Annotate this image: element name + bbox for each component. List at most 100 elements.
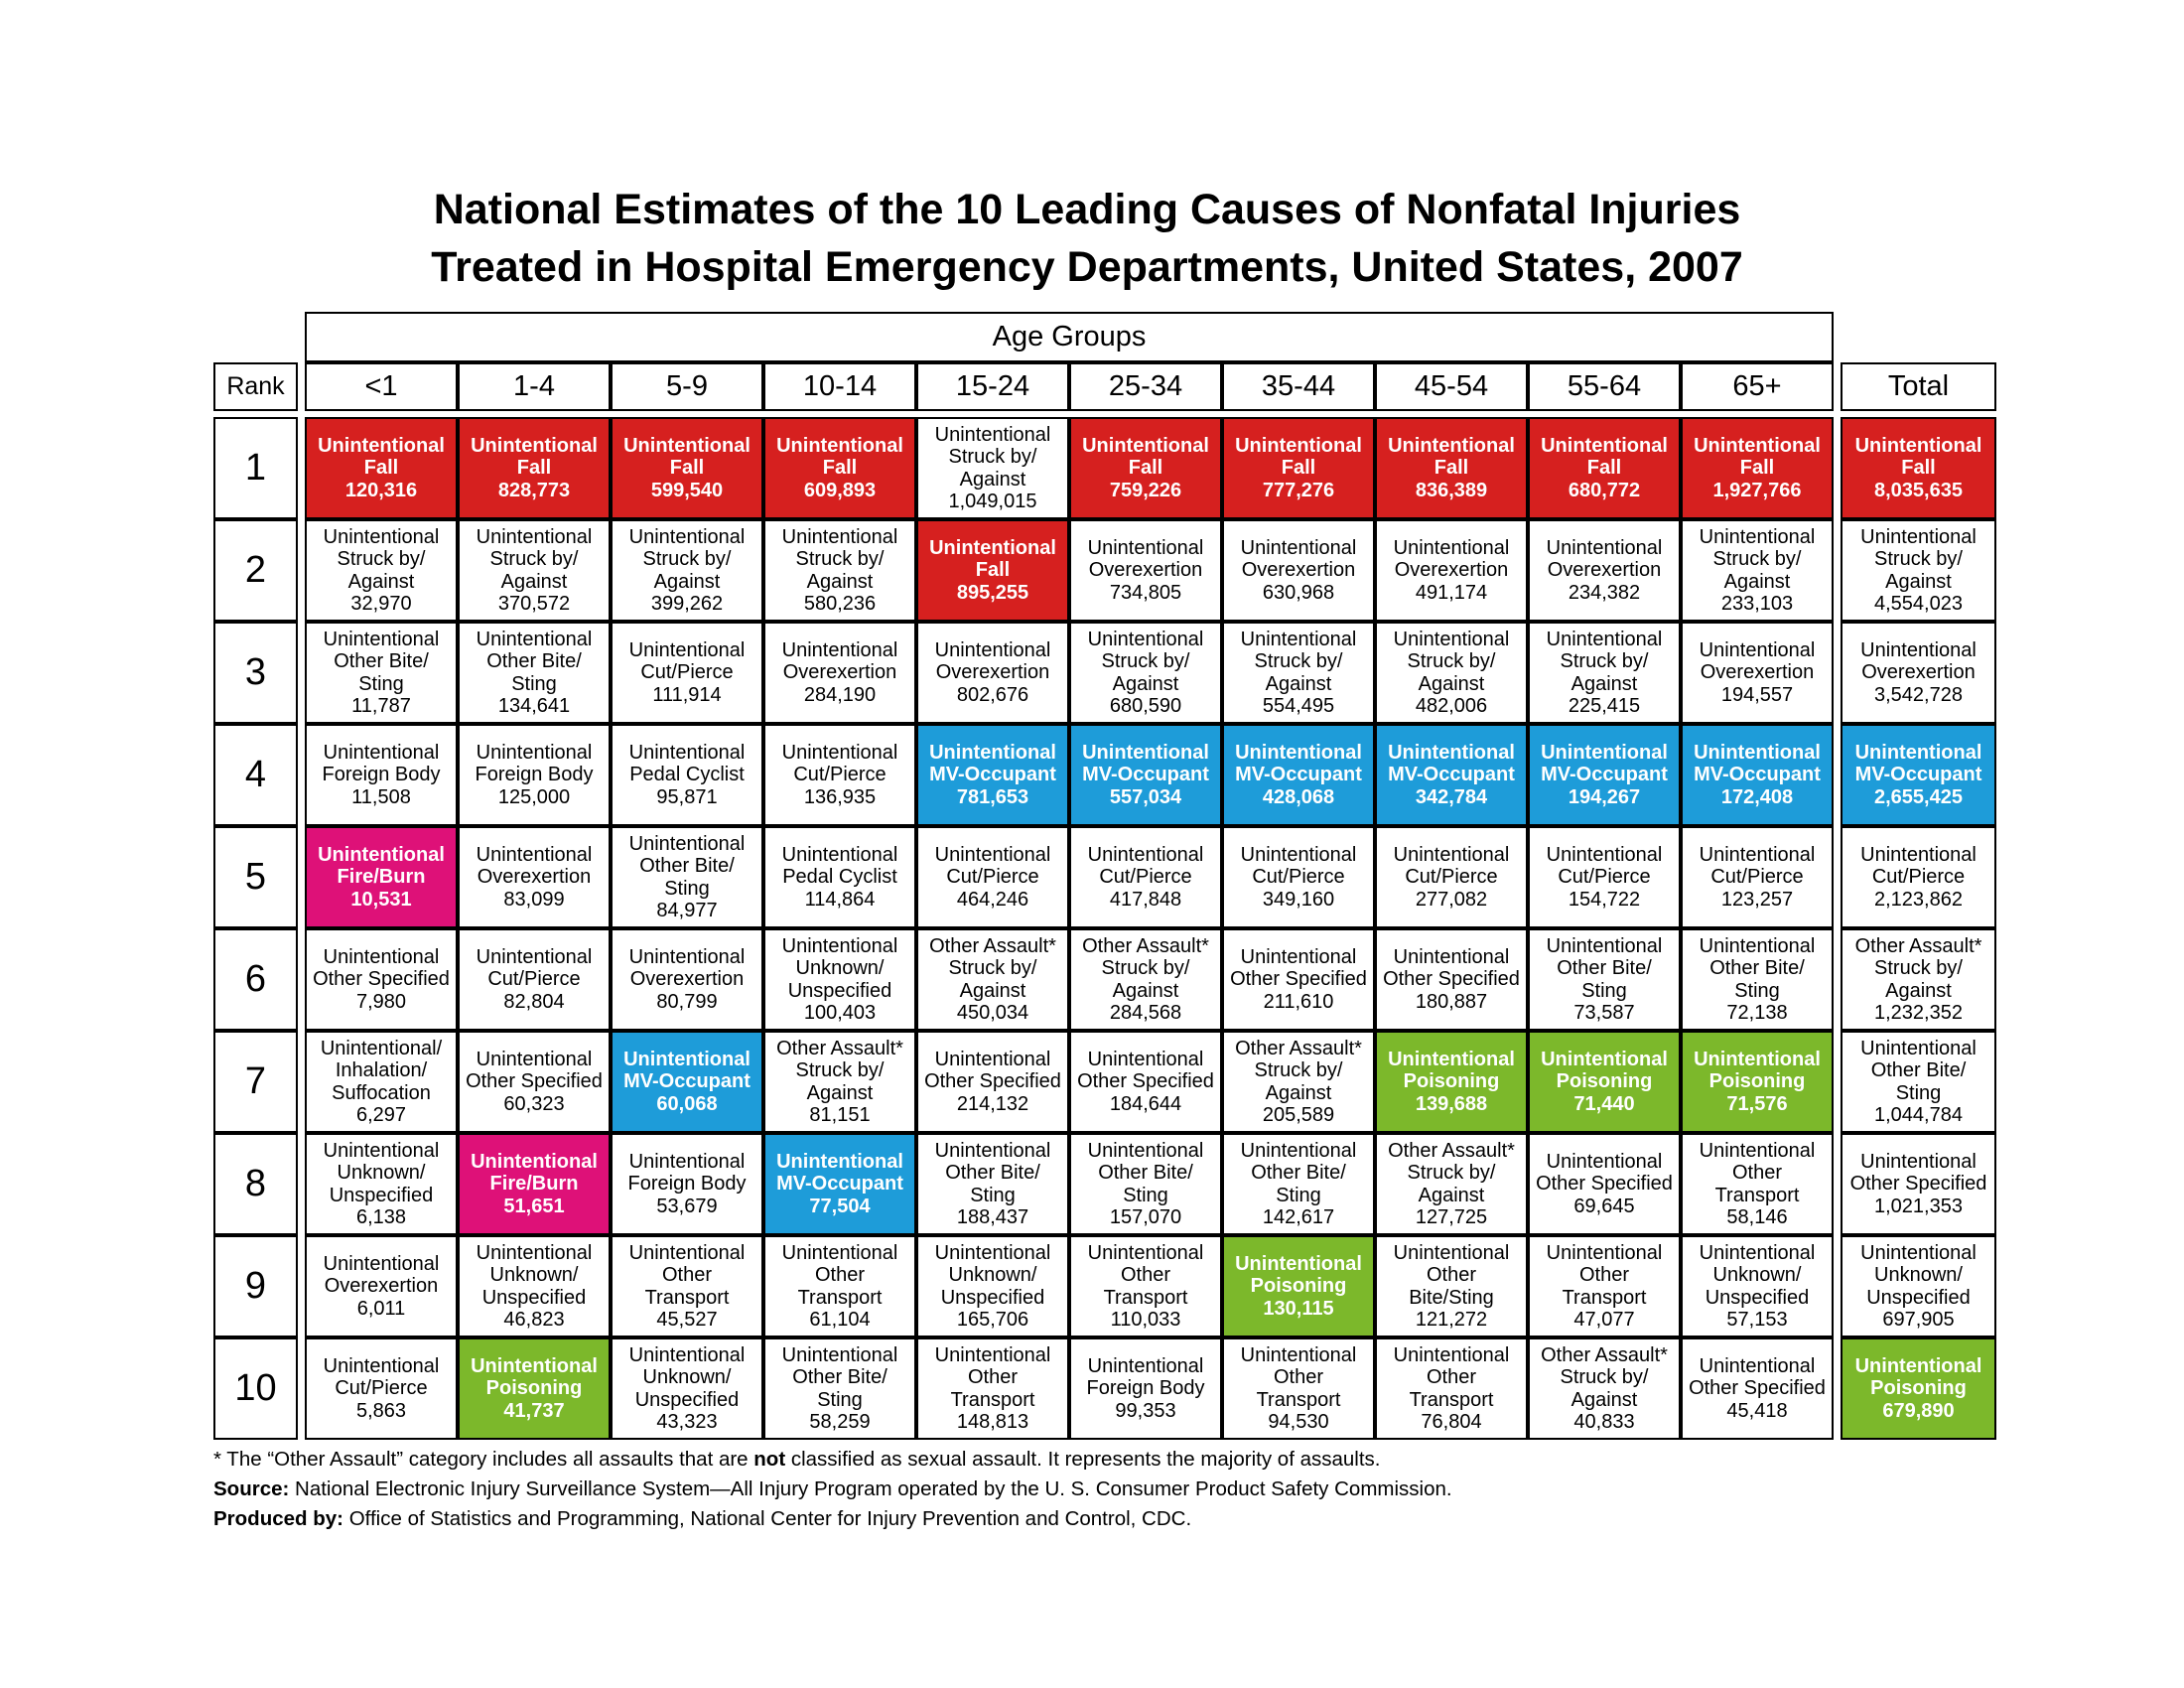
injury-count: 211,610 — [1263, 990, 1334, 1013]
injury-cell: Unintentional Struck by/ Against 225,415 — [1528, 622, 1681, 724]
injury-count: 557,034 — [1109, 785, 1182, 808]
footnote-produced-by-text: Office of Statistics and Programming, Na… — [343, 1507, 1192, 1530]
injury-cause: Unintentional Other Specified — [466, 1048, 603, 1093]
injury-cell: Unintentional Cut/Pierce 349,160 — [1222, 826, 1375, 928]
injury-count: 464,246 — [956, 888, 1029, 911]
injury-cell: Unintentional Poisoning 139,688 — [1375, 1031, 1528, 1133]
injury-cell: Unintentional Overexertion 630,968 — [1222, 519, 1375, 622]
injury-cell: Unintentional Unknown/ Unspecified 100,40… — [763, 928, 916, 1031]
injury-count: 82,804 — [503, 990, 565, 1013]
injury-count: 77,504 — [809, 1195, 871, 1217]
injury-cause: Unintentional MV-Occupant — [1694, 741, 1821, 786]
injury-count: 188,437 — [956, 1206, 1029, 1228]
injury-cell: Unintentional Overexertion 83,099 — [458, 826, 611, 928]
injury-cell: Unintentional Struck by/ Against 680,590 — [1069, 622, 1222, 724]
injury-cause: Unintentional Overexertion — [781, 638, 898, 684]
injury-cell: Unintentional Foreign Body 53,679 — [611, 1133, 763, 1235]
injury-cell: Unintentional Foreign Body 99,353 — [1069, 1337, 1222, 1440]
injury-cause: Unintentional Cut/Pierce — [1699, 843, 1816, 889]
injury-cell: Unintentional Other Bite/ Sting 58,259 — [763, 1337, 916, 1440]
injury-cell: Unintentional Struck by/ Against 482,006 — [1375, 622, 1528, 724]
injury-count: 450,034 — [956, 1002, 1029, 1024]
age-column-header: 15-24 — [916, 362, 1069, 411]
injury-cause: Unintentional Fire/Burn — [471, 1150, 598, 1196]
injury-cause: Other Assault* Struck by/ Against — [776, 1037, 903, 1104]
injury-cell: Unintentional MV-Occupant 77,504 — [763, 1133, 916, 1235]
footnote-source: Source: National Electronic Injury Surve… — [213, 1477, 2000, 1501]
injury-cause: Unintentional MV-Occupant — [1541, 741, 1668, 786]
injury-cause: Unintentional Cut/Pierce — [323, 1354, 440, 1400]
injury-count: 32,970 — [350, 593, 412, 615]
injury-cause: Unintentional Other Bite/ Sting — [323, 628, 440, 695]
injury-cause: Unintentional Other Bite/ Sting — [628, 832, 746, 900]
age-column-header: 10-14 — [763, 362, 916, 411]
injury-cell: Unintentional Struck by/ Against 370,572 — [458, 519, 611, 622]
injury-cell: Unintentional MV-Occupant 557,034 — [1069, 724, 1222, 826]
injury-count: 58,146 — [1726, 1206, 1788, 1228]
injury-cell: Unintentional Other Bite/ Sting 73,587 — [1528, 928, 1681, 1031]
injury-cause: Unintentional Other Bite/ Sting — [1240, 1139, 1357, 1206]
injury-cell: Unintentional Other Bite/ Sting 1,044,784 — [1841, 1031, 1996, 1133]
injury-cause: Unintentional Overexertion — [323, 1252, 440, 1298]
injury-cause: Other Assault* Struck by/ Against — [1388, 1139, 1515, 1206]
injury-count: 165,706 — [956, 1309, 1029, 1331]
injury-cause: Unintentional Cut/Pierce — [476, 945, 593, 991]
injury-cause: Unintentional MV-Occupant — [1854, 741, 1982, 786]
injury-count: 599,540 — [650, 479, 724, 501]
injury-count: 680,590 — [1109, 695, 1182, 717]
injury-cause: Unintentional Other Transport — [934, 1343, 1051, 1411]
rank-cell: 1 — [213, 417, 298, 519]
injury-count: 225,415 — [1568, 695, 1641, 717]
injury-cell: Unintentional Other Specified 180,887 — [1375, 928, 1528, 1031]
injury-cell: Unintentional Struck by/ Against 4,554,02… — [1841, 519, 1996, 622]
injury-count: 80,799 — [656, 990, 718, 1013]
injury-count: 71,440 — [1573, 1092, 1635, 1115]
injury-cell: Unintentional Other Specified 60,323 — [458, 1031, 611, 1133]
injury-count: 679,890 — [1882, 1399, 1955, 1422]
injury-cell: Unintentional MV-Occupant 194,267 — [1528, 724, 1681, 826]
footnotes: * The “Other Assault” category includes … — [213, 1448, 2000, 1537]
injury-cause: Unintentional Unknown/ Unspecified — [476, 1241, 593, 1309]
age-column-header: 25-34 — [1069, 362, 1222, 411]
injury-count: 697,905 — [1882, 1309, 1955, 1331]
injury-cell: Unintentional Unknown/ Unspecified 43,323 — [611, 1337, 763, 1440]
injury-cause: Unintentional/ Inhalation/ Suffocation — [320, 1037, 443, 1104]
footnote-other-assault-text: * The “Other Assault” category includes … — [213, 1448, 754, 1471]
injury-cell: Unintentional Unknown/ Unspecified 697,90… — [1841, 1235, 1996, 1337]
footnote-source-label: Source: — [213, 1477, 290, 1500]
injury-cause: Unintentional Struck by/ Against — [1699, 525, 1816, 593]
injury-cell: Unintentional Other Specified 1,021,353 — [1841, 1133, 1996, 1235]
age-groups-header: Age Groups — [305, 312, 1834, 362]
injury-cell: Unintentional Struck by/ Against 399,262 — [611, 519, 763, 622]
injury-cell: Unintentional Fall 777,276 — [1222, 417, 1375, 519]
injury-cell: Unintentional Other Bite/ Sting 72,138 — [1681, 928, 1834, 1031]
injury-cause: Unintentional Other Specified — [1536, 1150, 1673, 1196]
injury-count: 123,257 — [1720, 888, 1794, 911]
injury-cell: Unintentional Poisoning 71,440 — [1528, 1031, 1681, 1133]
injury-cause: Unintentional Struck by/ Against — [476, 525, 593, 593]
injury-cell: Unintentional/ Inhalation/ Suffocation 6,… — [305, 1031, 458, 1133]
injury-count: 61,104 — [809, 1309, 871, 1331]
injury-cause: Unintentional Other Bite/ Sting — [1699, 934, 1816, 1002]
injury-cause: Unintentional Pedal Cyclist — [781, 843, 898, 889]
rank-cell: 5 — [213, 826, 298, 928]
injury-cell: Unintentional Other Transport 61,104 — [763, 1235, 916, 1337]
injury-cell: Unintentional Cut/Pierce 464,246 — [916, 826, 1069, 928]
injury-count: 349,160 — [1262, 888, 1335, 911]
injury-count: 120,316 — [344, 479, 418, 501]
injury-cause: Unintentional Poisoning — [1854, 1354, 1982, 1400]
injury-cause: Unintentional Other Specified — [1689, 1354, 1826, 1400]
injury-cause: Unintentional Cut/Pierce — [628, 638, 746, 684]
injury-cell: Unintentional Other Bite/ Sting 84,977 — [611, 826, 763, 928]
injury-cause: Unintentional Overexertion — [934, 638, 1051, 684]
injury-cell: Unintentional Struck by/ Against 580,236 — [763, 519, 916, 622]
injury-cell: Unintentional Overexertion 194,557 — [1681, 622, 1834, 724]
injury-count: 2,655,425 — [1874, 785, 1963, 808]
total-column-header: Total — [1841, 362, 1996, 411]
injury-count: 482,006 — [1415, 695, 1488, 717]
injury-count: 46,823 — [503, 1309, 565, 1331]
injury-count: 111,914 — [652, 683, 722, 706]
injury-count: 828,773 — [497, 479, 571, 501]
injury-count: 139,688 — [1415, 1092, 1488, 1115]
injury-cause: Unintentional Struck by/ Against — [934, 423, 1051, 491]
